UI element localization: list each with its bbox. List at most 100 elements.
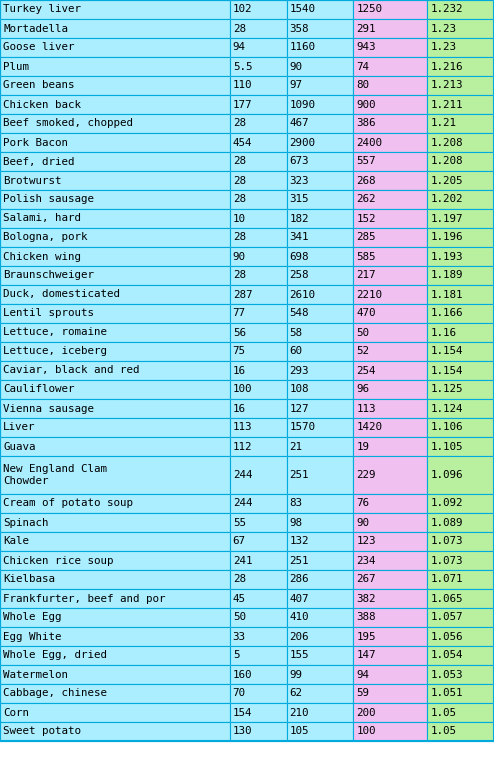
Text: 1.211: 1.211 xyxy=(430,100,463,110)
Bar xyxy=(353,456,427,494)
Text: Cream of potato soup: Cream of potato soup xyxy=(3,499,133,509)
Text: 1.125: 1.125 xyxy=(430,384,463,394)
Text: Sweet potato: Sweet potato xyxy=(3,727,81,737)
Text: 155: 155 xyxy=(289,651,309,660)
Bar xyxy=(287,361,353,380)
Bar xyxy=(353,665,427,684)
Bar xyxy=(427,361,494,380)
Bar xyxy=(427,323,494,342)
Text: 206: 206 xyxy=(289,632,309,642)
Text: 407: 407 xyxy=(289,594,309,604)
Text: Corn: Corn xyxy=(3,707,29,717)
Text: Salami, hard: Salami, hard xyxy=(3,213,81,223)
Text: 1570: 1570 xyxy=(289,423,316,433)
Text: 1.154: 1.154 xyxy=(430,366,463,376)
Bar xyxy=(0,456,230,494)
Text: 2900: 2900 xyxy=(289,138,316,148)
Text: 200: 200 xyxy=(356,707,376,717)
Bar xyxy=(427,247,494,266)
Text: 454: 454 xyxy=(233,138,252,148)
Bar xyxy=(353,646,427,665)
Bar xyxy=(427,285,494,304)
Text: 5.5: 5.5 xyxy=(233,62,252,71)
Bar xyxy=(287,513,353,532)
Bar xyxy=(230,133,287,152)
Text: 1.124: 1.124 xyxy=(430,404,463,414)
Text: 112: 112 xyxy=(233,441,252,451)
Bar xyxy=(287,722,353,741)
Bar xyxy=(427,228,494,247)
Bar xyxy=(230,171,287,190)
Text: 28: 28 xyxy=(233,195,246,205)
Bar xyxy=(0,703,230,722)
Bar xyxy=(0,342,230,361)
Text: Polish sausage: Polish sausage xyxy=(3,195,94,205)
Bar xyxy=(230,532,287,551)
Text: Green beans: Green beans xyxy=(3,80,75,90)
Text: 698: 698 xyxy=(289,251,309,261)
Bar xyxy=(230,342,287,361)
Text: 1.166: 1.166 xyxy=(430,308,463,318)
Bar xyxy=(0,209,230,228)
Text: 19: 19 xyxy=(356,441,369,451)
Bar xyxy=(230,190,287,209)
Bar xyxy=(230,266,287,285)
Bar xyxy=(0,532,230,551)
Text: 16: 16 xyxy=(233,366,246,376)
Text: 1.096: 1.096 xyxy=(430,470,463,480)
Text: 28: 28 xyxy=(233,23,246,33)
Bar xyxy=(287,399,353,418)
Text: 2210: 2210 xyxy=(356,290,382,299)
Text: 177: 177 xyxy=(233,100,252,110)
Text: 548: 548 xyxy=(289,308,309,318)
Text: 1250: 1250 xyxy=(356,5,382,15)
Text: 557: 557 xyxy=(356,156,376,166)
Bar xyxy=(287,76,353,95)
Text: 1.073: 1.073 xyxy=(430,536,463,547)
Bar xyxy=(0,722,230,741)
Bar xyxy=(353,95,427,114)
Text: Plum: Plum xyxy=(3,62,29,71)
Text: 28: 28 xyxy=(233,118,246,128)
Text: Caviar, black and red: Caviar, black and red xyxy=(3,366,139,376)
Bar xyxy=(230,494,287,513)
Bar xyxy=(0,0,230,19)
Text: 67: 67 xyxy=(233,536,246,547)
Text: 52: 52 xyxy=(356,346,369,356)
Text: 1.216: 1.216 xyxy=(430,62,463,71)
Text: 1.213: 1.213 xyxy=(430,80,463,90)
Text: 90: 90 xyxy=(289,62,302,71)
Bar xyxy=(287,551,353,570)
Bar xyxy=(230,570,287,589)
Text: Beef smoked, chopped: Beef smoked, chopped xyxy=(3,118,133,128)
Text: 58: 58 xyxy=(289,328,302,338)
Bar xyxy=(353,608,427,627)
Bar xyxy=(230,380,287,399)
Bar xyxy=(287,342,353,361)
Bar xyxy=(230,209,287,228)
Bar xyxy=(0,133,230,152)
Text: 16: 16 xyxy=(233,404,246,414)
Bar xyxy=(287,570,353,589)
Bar xyxy=(427,114,494,133)
Bar xyxy=(287,190,353,209)
Text: 1540: 1540 xyxy=(289,5,316,15)
Bar xyxy=(287,152,353,171)
Text: 382: 382 xyxy=(356,594,376,604)
Bar xyxy=(353,627,427,646)
Bar xyxy=(0,95,230,114)
Text: 123: 123 xyxy=(356,536,376,547)
Text: 59: 59 xyxy=(356,689,369,699)
Bar xyxy=(427,209,494,228)
Bar xyxy=(427,0,494,19)
Bar xyxy=(287,38,353,57)
Bar xyxy=(287,228,353,247)
Bar xyxy=(353,285,427,304)
Bar xyxy=(0,418,230,437)
Bar xyxy=(287,703,353,722)
Bar xyxy=(230,247,287,266)
Bar xyxy=(353,380,427,399)
Bar xyxy=(230,152,287,171)
Bar xyxy=(0,76,230,95)
Bar xyxy=(353,399,427,418)
